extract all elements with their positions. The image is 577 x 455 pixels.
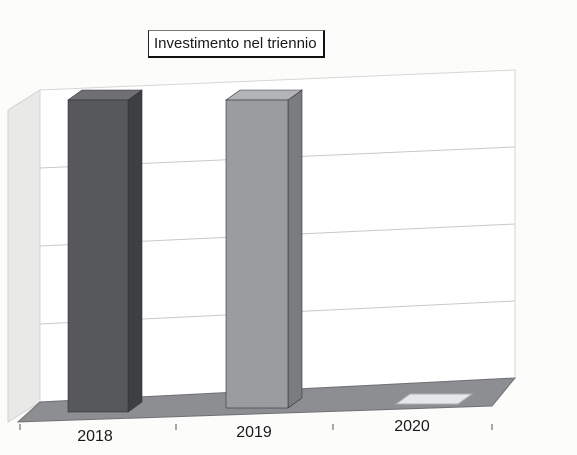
chart-title: Investimento nel triennio <box>148 30 325 58</box>
bar-2019 <box>225 99 289 409</box>
x-tick-label-2020: 2020 <box>394 418 430 435</box>
bar-2020 <box>394 393 474 405</box>
bar-side-2019 <box>287 89 303 409</box>
bar-2018 <box>67 99 129 413</box>
x-tick-label-2019: 2019 <box>236 424 272 441</box>
side-wall <box>7 89 41 423</box>
bar-top-2019 <box>225 89 303 101</box>
bar-side-2018 <box>127 89 143 413</box>
x-tick-label-2018: 2018 <box>77 428 113 445</box>
